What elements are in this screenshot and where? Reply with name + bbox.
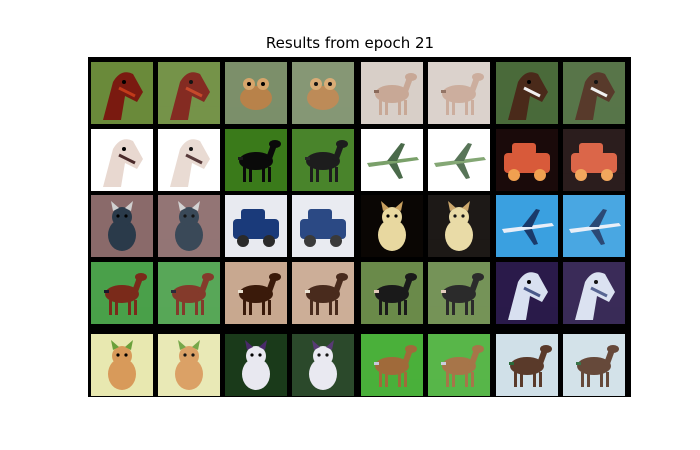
image-grid [88,57,631,397]
cat-image [91,334,153,396]
generated-image [428,62,490,124]
generated-image [563,129,625,191]
car-image [225,195,287,257]
horse-image [91,262,153,324]
generated-image [158,129,220,191]
input-image [361,334,423,396]
frog-image [225,62,287,124]
horse-image [428,62,490,124]
horse-image [158,262,220,324]
generated-image [158,262,220,324]
input-image [91,195,153,257]
cat-image [158,334,220,396]
generated-image [292,62,354,124]
input-image [225,195,287,257]
horse-head-image [496,62,558,124]
horse-image [361,62,423,124]
horse-head-image [158,62,220,124]
airplane-image [496,195,558,257]
input-image [361,62,423,124]
horse-head-image [563,262,625,324]
generated-image [292,195,354,257]
horse-image [225,262,287,324]
dog-image [225,334,287,396]
dog-image [292,334,354,396]
input-image [361,262,423,324]
horse-image [292,129,354,191]
horse-image [496,334,558,396]
horse-head-image [563,62,625,124]
figure-title: Results from epoch 21 [265,34,435,52]
input-image [91,334,153,396]
generated-image [292,262,354,324]
input-image [361,129,423,191]
dog-image [428,195,490,257]
input-image [225,334,287,396]
input-image [225,62,287,124]
input-image [91,129,153,191]
horse-head-image [91,129,153,191]
generated-image [563,334,625,396]
dog-image [158,195,220,257]
input-image [496,334,558,396]
generated-image [158,334,220,396]
generated-image [428,129,490,191]
airplane-image [361,129,423,191]
horse-head-image [91,62,153,124]
horse-image [563,334,625,396]
dog-image [91,195,153,257]
input-image [496,62,558,124]
input-image [91,262,153,324]
car-image [292,195,354,257]
generated-image [292,129,354,191]
airplane-image [563,195,625,257]
input-image [496,195,558,257]
truck-image [496,129,558,191]
truck-image [563,129,625,191]
frog-image [292,62,354,124]
generated-image [428,262,490,324]
deer-image [428,334,490,396]
generated-image [158,195,220,257]
generated-image [563,262,625,324]
input-image [91,62,153,124]
horse-image [361,262,423,324]
input-image [225,262,287,324]
horse-head-image [158,129,220,191]
generated-image [158,62,220,124]
horse-head-image [496,262,558,324]
input-image [225,129,287,191]
horse-image [292,262,354,324]
deer-image [361,334,423,396]
input-image [496,129,558,191]
generated-image [292,334,354,396]
horse-image [428,262,490,324]
dog-image [361,195,423,257]
horse-image [225,129,287,191]
input-image [496,262,558,324]
generated-image [563,62,625,124]
generated-image [563,195,625,257]
input-image [361,195,423,257]
airplane-image [428,129,490,191]
generated-image [428,334,490,396]
generated-image [428,195,490,257]
